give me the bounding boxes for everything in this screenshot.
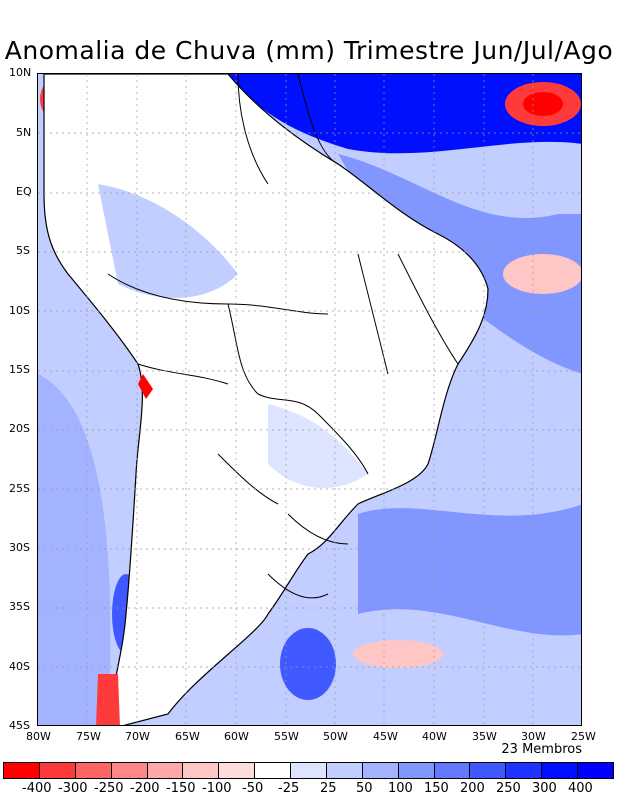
legend-swatch xyxy=(183,763,220,778)
legend-swatch xyxy=(326,763,363,778)
legend-label: -250 xyxy=(94,781,124,796)
lon-label-30w: 30W xyxy=(521,730,546,743)
lat-label-5s: 5S xyxy=(16,244,30,257)
legend-label: -100 xyxy=(202,781,232,796)
legend-label: -300 xyxy=(58,781,88,796)
lon-label-25w: 25W xyxy=(571,730,596,743)
south-atlantic-positive xyxy=(358,504,581,636)
lon-label-80w: 80W xyxy=(26,730,51,743)
north-atlantic-positive xyxy=(228,74,581,154)
legend-swatch xyxy=(578,763,613,778)
legend-label: -50 xyxy=(242,781,264,796)
legend-swatch xyxy=(470,763,507,778)
color-legend xyxy=(3,762,614,779)
lon-label-35w: 35W xyxy=(472,730,497,743)
legend-swatch xyxy=(111,763,148,778)
lat-label-30s: 30S xyxy=(9,541,30,554)
lat-label-15s: 15S xyxy=(9,363,30,376)
lat-label-45s: 45S xyxy=(9,719,30,732)
legend-label: -150 xyxy=(166,781,196,796)
ensemble-members-note: 23 Membros xyxy=(501,742,582,757)
legend-swatch xyxy=(75,763,112,778)
lat-label-40s: 40S xyxy=(9,660,30,673)
legend-label: 300 xyxy=(532,781,557,796)
lon-label-65w: 65W xyxy=(175,730,200,743)
legend-label: 200 xyxy=(460,781,485,796)
legend-swatch xyxy=(39,763,76,778)
legend-label: 150 xyxy=(424,781,449,796)
legend-swatch xyxy=(542,763,578,778)
lat-label-10n: 10N xyxy=(9,66,32,79)
legend-swatch xyxy=(219,763,256,778)
lon-label-60w: 60W xyxy=(224,730,249,743)
lat-label-35s: 35S xyxy=(9,600,30,613)
legend-label: 50 xyxy=(356,781,373,796)
legend-swatch xyxy=(255,763,291,778)
lat-label-10s: 10S xyxy=(9,304,30,317)
lon-label-40w: 40W xyxy=(422,730,447,743)
page-title: Anomalia de Chuva (mm) Trimestre Jun/Jul… xyxy=(4,36,614,65)
legend-label: -25 xyxy=(278,781,300,796)
lat-label-20s: 20S xyxy=(9,422,30,435)
legend-label: 100 xyxy=(388,781,413,796)
lon-label-55w: 55W xyxy=(274,730,299,743)
lat-label-eq: EQ xyxy=(16,185,32,198)
legend-swatch xyxy=(398,763,435,778)
legend-swatch xyxy=(434,763,471,778)
rain-anomaly-map xyxy=(37,73,582,726)
legend-label: 400 xyxy=(568,781,593,796)
lon-label-70w: 70W xyxy=(125,730,150,743)
lon-label-75w: 75W xyxy=(76,730,101,743)
legend-label: -200 xyxy=(130,781,160,796)
lon-label-45w: 45W xyxy=(373,730,398,743)
legend-swatch xyxy=(362,763,399,778)
lat-label-25s: 25S xyxy=(9,482,30,495)
legend-swatch xyxy=(506,763,543,778)
legend-label: -400 xyxy=(22,781,52,796)
legend-swatch xyxy=(291,763,327,778)
legend-label: 250 xyxy=(496,781,521,796)
country-borders xyxy=(107,74,459,599)
legend-swatch xyxy=(147,763,184,778)
legend-label: 25 xyxy=(320,781,337,796)
legend-swatch xyxy=(4,763,40,778)
graticule xyxy=(38,74,581,725)
map-canvas xyxy=(38,74,581,725)
pacific-field xyxy=(38,374,111,725)
lon-label-50w: 50W xyxy=(323,730,348,743)
lat-label-5n: 5N xyxy=(16,126,32,139)
